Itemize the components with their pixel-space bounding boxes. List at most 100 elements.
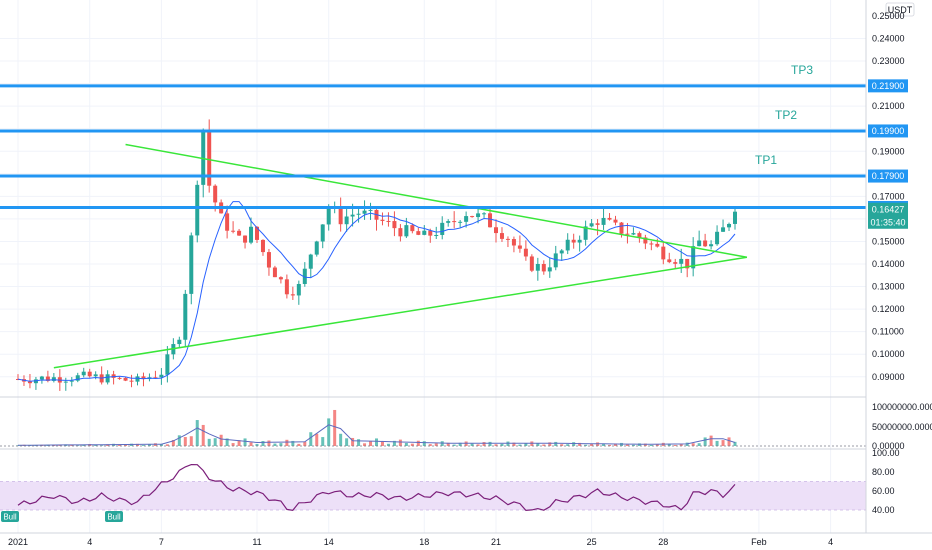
candle-body: [386, 220, 391, 222]
rsi-tick-label: 60.00: [872, 486, 895, 496]
rsi-tick-label: 100.00: [872, 448, 900, 458]
candle-body: [356, 213, 361, 215]
candle-body: [278, 277, 283, 280]
volume-bar: [643, 443, 647, 446]
quote-currency-label: USDT: [888, 5, 913, 15]
volume-bar: [458, 442, 462, 446]
candle-body: [153, 377, 158, 379]
volume-bar: [667, 443, 671, 446]
candle-body: [715, 231, 720, 245]
volume-bar: [404, 442, 408, 446]
quote-currency-badge: [885, 2, 915, 17]
volume-bar: [297, 443, 301, 446]
candle-body: [69, 380, 74, 382]
pane-dividers[interactable]: [0, 396, 932, 450]
volume-bar: [584, 444, 588, 446]
price-levels-layer[interactable]: [0, 84, 866, 209]
tp-labels: TP3 TP2 TP1: [755, 63, 813, 167]
volume-bar: [691, 443, 695, 446]
candle-body: [195, 184, 200, 236]
volume-bar: [375, 438, 378, 446]
candle-body: [476, 213, 481, 218]
time-tick-label: 2021: [8, 537, 28, 547]
volume-bar: [136, 443, 139, 446]
candle-body: [338, 207, 343, 225]
volume-bar: [267, 440, 271, 446]
volume-bar: [506, 441, 510, 446]
time-axis[interactable]: 2021 4 7 11 14 18 21 25 28 Feb 4: [0, 532, 932, 547]
volume-bar: [625, 444, 629, 446]
volume-bar: [118, 444, 122, 446]
time-tick-label: 21: [491, 537, 501, 547]
candle-body: [368, 209, 373, 211]
price-tick-label: 0.09000: [872, 372, 905, 382]
time-tick-label: 28: [658, 537, 668, 547]
rsi-line: [17, 463, 736, 512]
tp-label-tp3: TP3: [791, 63, 813, 77]
candle-body: [607, 217, 612, 220]
candle-body: [123, 377, 128, 381]
candle-body: [231, 230, 236, 232]
volume-bar: [339, 433, 343, 446]
price-tick-label: 0.10000: [872, 349, 905, 359]
candle-body: [625, 233, 630, 235]
candle-body: [613, 219, 618, 223]
volume-bar: [733, 441, 737, 446]
price-level-badge-text: 0.19900: [872, 126, 905, 136]
candle-body: [458, 221, 463, 223]
candle-body: [398, 228, 403, 237]
volume-ma-line: [17, 424, 736, 446]
candle-body: [709, 244, 714, 247]
candle-body: [601, 217, 606, 225]
volume-bar: [357, 439, 361, 446]
candle-body: [105, 374, 110, 383]
volume-bar: [548, 442, 552, 446]
candle-body: [63, 381, 68, 383]
candle-body: [565, 239, 570, 251]
volume-bar: [94, 444, 98, 446]
candle-body: [733, 211, 737, 224]
volume-tick-label: 50000000.00000: [872, 422, 932, 432]
candle-body: [165, 354, 170, 375]
candle-body: [488, 213, 493, 228]
volume-bar: [697, 443, 701, 446]
current-price-badge: [868, 202, 908, 229]
price-axis[interactable]: USDT0.250000.240000.230000.210000.200000…: [865, 0, 932, 550]
candle-body: [135, 376, 140, 382]
volume-bar: [279, 443, 283, 446]
volume-bar: [398, 439, 402, 446]
volume-bar: [446, 442, 450, 446]
volume-bar: [177, 435, 181, 446]
rsi-bull-badge-text: Bull: [3, 513, 17, 522]
volume-bar: [171, 440, 175, 446]
candle-body: [637, 233, 642, 238]
candle-body: [464, 216, 469, 222]
volume-bar: [655, 444, 659, 446]
time-tick-label: 18: [419, 537, 429, 547]
volume-bar: [673, 444, 677, 446]
volume-bar: [159, 444, 163, 446]
volume-bar: [369, 441, 373, 446]
candle-body: [410, 225, 415, 232]
candle-body: [87, 371, 92, 377]
volume-bar: [679, 443, 683, 446]
candle-body: [255, 226, 259, 240]
price-tick-label: 0.12000: [872, 304, 905, 314]
candle-body: [260, 239, 265, 253]
volume-bar: [709, 435, 713, 446]
volume-bar: [560, 444, 564, 446]
candle-body: [589, 223, 594, 227]
candle-body: [661, 246, 666, 260]
candle-body: [81, 371, 86, 376]
candle-body: [243, 235, 248, 243]
candle-body: [308, 254, 313, 269]
candle-body: [727, 223, 732, 228]
candle-body: [541, 263, 546, 272]
volume-bar: [422, 441, 426, 446]
candle-body: [392, 221, 397, 229]
volume-bar: [291, 440, 295, 446]
candle-body: [284, 279, 289, 295]
candle-body: [27, 381, 32, 384]
candle-body: [183, 293, 188, 340]
